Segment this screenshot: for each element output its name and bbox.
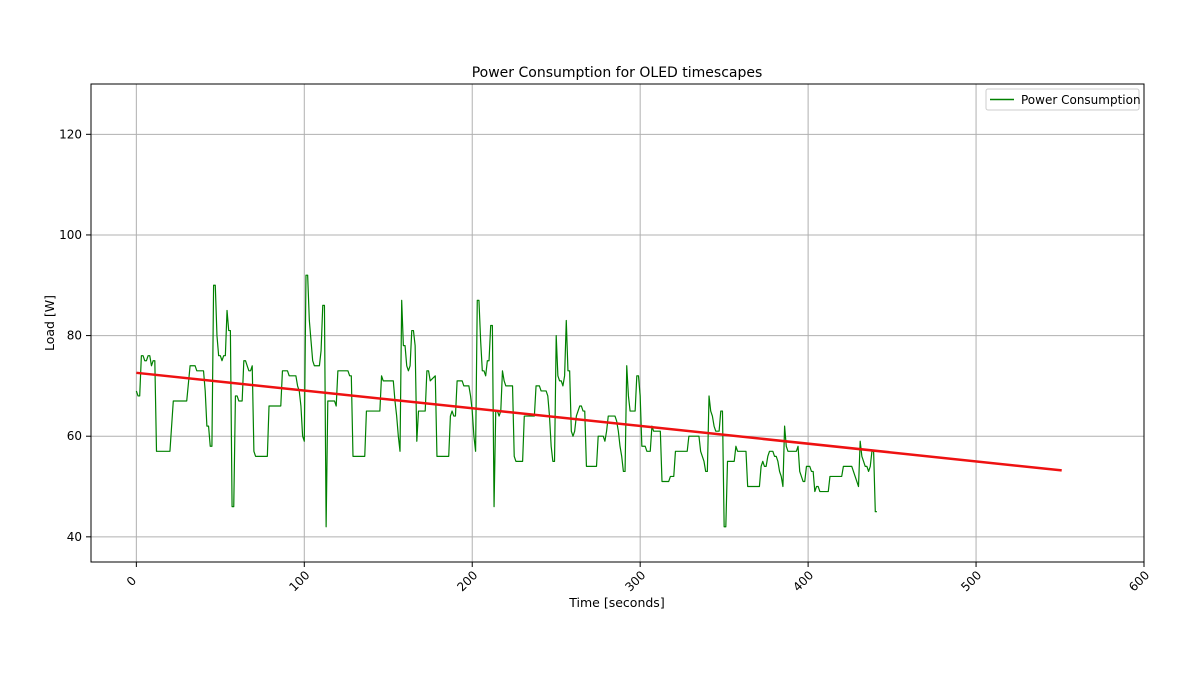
- y-tick-label: 100: [59, 228, 82, 242]
- chart-title: Power Consumption for OLED timescapes: [472, 65, 763, 81]
- y-tick-label: 40: [67, 530, 82, 544]
- y-tick-label: 120: [59, 127, 82, 141]
- series-layer: [135, 274, 1062, 528]
- power-consumption-line: [135, 274, 877, 528]
- plot-area: [91, 84, 1144, 562]
- y-tick-label: 80: [67, 329, 82, 343]
- trend-line: [136, 371, 1062, 472]
- y-tick-label: 60: [67, 429, 82, 443]
- gridlines: [91, 84, 1145, 562]
- x-axis-label: Time [seconds]: [568, 595, 664, 610]
- plot-frame: [90, 83, 1145, 563]
- legend: Power Consumption: [985, 88, 1141, 111]
- y-axis: 40 60 80 100 120: [59, 127, 91, 544]
- legend-box: [985, 88, 1140, 111]
- y-axis-label: Load [W]: [42, 295, 57, 351]
- legend-entry: Power Consumption: [1021, 93, 1141, 107]
